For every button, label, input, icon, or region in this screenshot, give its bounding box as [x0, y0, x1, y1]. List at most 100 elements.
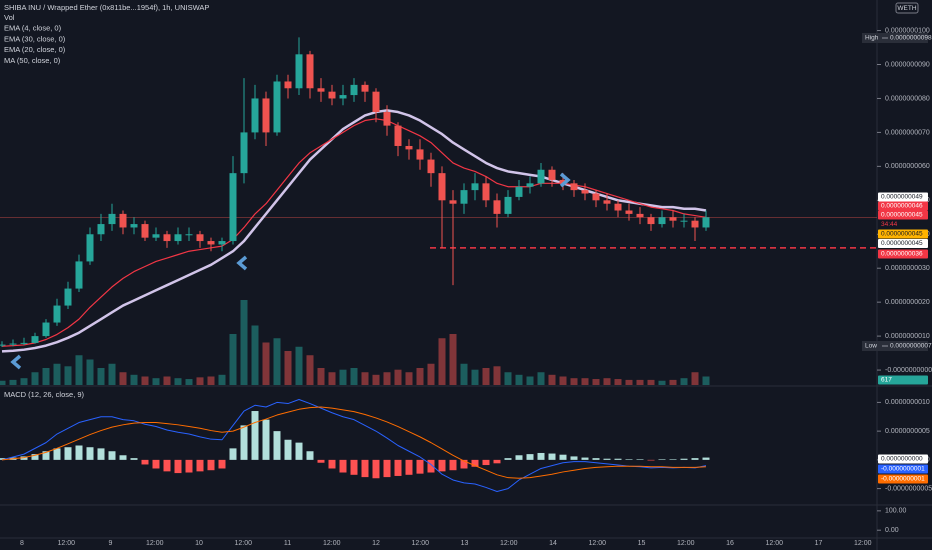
volume-bar [196, 377, 204, 385]
macd-histogram-bar [559, 454, 567, 460]
candle-body [9, 343, 17, 345]
arrow-icon [10, 354, 22, 370]
volume-bar [152, 378, 160, 385]
macd-histogram-bar [196, 459, 204, 472]
volume-bar [108, 363, 116, 385]
macd-histogram-bar [240, 425, 248, 460]
x-tick-label: 12 [372, 540, 380, 547]
candle-body [141, 224, 149, 238]
lower-tick-label: 100.00 [885, 508, 907, 515]
macd-histogram-bar [537, 452, 545, 460]
volume-bar [273, 338, 281, 385]
candle-body [636, 213, 644, 218]
price-tick-label: 0.0000000030 [885, 265, 930, 272]
volume-bar [658, 380, 666, 385]
volume-bar [559, 376, 567, 385]
candle-body [163, 234, 171, 242]
macd-histogram-bar [625, 459, 633, 460]
price-badge-label: 617 [881, 377, 892, 384]
volume-bar [53, 363, 61, 385]
extreme-badge [862, 33, 928, 43]
volume-bar [570, 378, 578, 385]
candle-body [53, 305, 61, 323]
extreme-value: 0.0000000098 [890, 35, 932, 42]
candle-body [427, 159, 435, 174]
macd-histogram-bar [394, 459, 402, 476]
volume-bar [372, 374, 380, 385]
candle-body [592, 193, 600, 201]
macd-line [1, 399, 707, 492]
volume-bar [262, 342, 270, 385]
candle-body [306, 54, 314, 89]
macd-histogram-bar [383, 459, 391, 478]
currency[interactable]: WETH [897, 5, 916, 12]
price-badge [878, 220, 928, 229]
candle-body [405, 145, 413, 150]
price-badge [878, 464, 928, 474]
volume-bar [163, 376, 171, 385]
x-tick-label: 12:00 [234, 540, 252, 547]
candle-body [581, 190, 589, 194]
volume-bar [702, 376, 710, 385]
volume-bar [416, 368, 424, 385]
price-badge [878, 249, 928, 259]
chart-title: SHIBA INU / Wrapped Ether (0x811be...195… [4, 3, 209, 12]
volume-bar [9, 379, 17, 385]
candle-body [317, 88, 325, 92]
volume-bar [548, 374, 556, 385]
volume-bar [130, 374, 138, 385]
macd-histogram-bar [251, 411, 259, 460]
volume-bar [581, 378, 589, 385]
macd-histogram-bar [504, 458, 512, 460]
macd-histogram-bar [174, 459, 182, 474]
lower-tick-label: 0.00 [885, 527, 899, 534]
volume-bar [86, 359, 94, 385]
volume-bar [449, 334, 457, 385]
macd-histogram-bar [86, 447, 94, 460]
price-badge [878, 474, 928, 484]
macd-histogram-bar [405, 459, 413, 475]
macd-histogram-bar [163, 459, 171, 472]
price-badge [878, 454, 928, 464]
volume-bar [306, 355, 314, 385]
macd-histogram-bar [702, 457, 710, 460]
macd-histogram-bar [636, 459, 644, 460]
volume-bar [438, 338, 446, 385]
x-tick-label: 8 [20, 540, 24, 547]
price-badge-label: 0.0000000045 [881, 240, 923, 247]
macd-histogram-bar [185, 459, 193, 473]
volume-bar [317, 368, 325, 385]
macd-histogram-bar [262, 419, 270, 460]
candle-body [702, 217, 710, 228]
x-tick-label: 12:00 [323, 540, 341, 547]
signal-line [1, 406, 707, 479]
currency-box[interactable] [895, 2, 919, 14]
indicator-legend: Vol [4, 13, 15, 22]
x-tick-label: 12:00 [588, 540, 606, 547]
volume-bar [251, 325, 259, 385]
candle-body [240, 132, 248, 174]
volume-bar [42, 368, 50, 385]
macd-histogram-bar [119, 455, 127, 460]
macd-histogram-bar [427, 459, 435, 473]
macd-histogram-bar [680, 458, 688, 460]
macd-histogram-bar [130, 458, 138, 460]
macd-histogram-bar [361, 459, 369, 478]
macd-histogram-bar [691, 458, 699, 460]
macd-histogram-bar [284, 439, 292, 460]
candle-body [537, 169, 545, 184]
volume-bar [493, 366, 501, 385]
macd-histogram-bar [53, 448, 61, 460]
volume-bar [669, 379, 677, 385]
volume-bar [75, 355, 83, 385]
indicator-legend: EMA (20, close, 0) [4, 45, 66, 54]
volume-bar [383, 372, 391, 385]
candle-body [273, 81, 281, 133]
volume-bar [603, 378, 611, 385]
candle-body [416, 149, 424, 160]
price-badge-label: 0.0000000045 [881, 231, 923, 238]
macd-histogram-bar [20, 456, 28, 460]
macd-histogram-bar [460, 459, 468, 469]
candle-body [350, 84, 358, 96]
